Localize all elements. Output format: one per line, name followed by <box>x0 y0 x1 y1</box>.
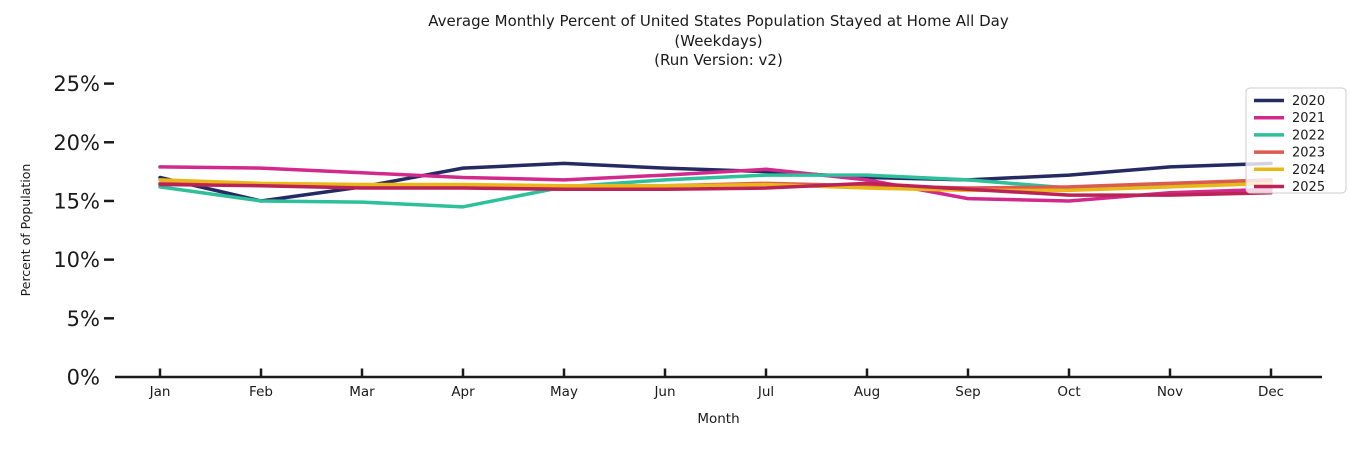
x-tick-label: Nov <box>1157 384 1183 400</box>
y-axis-title: Percent of Population <box>18 164 33 297</box>
y-tick-label: 15% <box>53 189 100 213</box>
legend-box <box>1245 87 1347 194</box>
x-tick-label: Jan <box>149 384 171 400</box>
y-tick-label: 0% <box>67 366 100 390</box>
y-tick-label: 10% <box>53 248 100 272</box>
y-tick-label: 20% <box>53 131 100 155</box>
x-tick-label: Jul <box>757 384 774 400</box>
chart-subtitle: (Weekdays) <box>674 31 763 50</box>
x-tick-label: Sep <box>955 384 980 400</box>
y-tick-label: 25% <box>53 72 100 96</box>
x-tick-label: Dec <box>1258 384 1284 400</box>
legend-label-2021: 2021 <box>1292 111 1325 126</box>
y-tick-label: 5% <box>67 307 100 331</box>
series-line-2024 <box>158 178 1273 193</box>
legend-label-2025: 2025 <box>1292 180 1325 195</box>
legend-label-2024: 2024 <box>1292 163 1325 178</box>
x-tick-label: Jun <box>653 384 675 400</box>
series-line-2025 <box>158 181 1273 197</box>
legend-label-2020: 2020 <box>1292 94 1325 109</box>
x-tick-label: Oct <box>1057 384 1080 400</box>
series-line-2021 <box>158 165 1273 203</box>
x-tick-label: Feb <box>249 384 273 400</box>
x-tick-label: Mar <box>349 384 375 400</box>
legend-label-2022: 2022 <box>1292 128 1325 143</box>
x-axis-title: Month <box>697 411 739 427</box>
chart-run-version: (Run Version: v2) <box>654 51 783 69</box>
x-tick-label: Apr <box>451 384 475 400</box>
x-tick-label: May <box>550 384 578 400</box>
legend-label-2023: 2023 <box>1292 146 1325 161</box>
x-tick-label: Aug <box>854 384 880 400</box>
chart-title-block: Average Monthly Percent of United States… <box>115 12 1322 71</box>
chart-title: Average Monthly Percent of United States… <box>428 12 1009 30</box>
